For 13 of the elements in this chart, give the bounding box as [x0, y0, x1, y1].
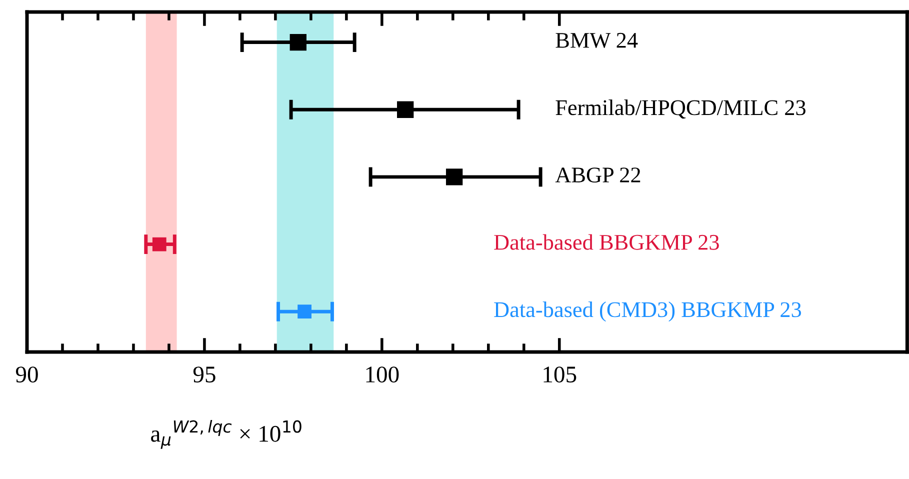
x-tick-label: 90 [16, 366, 38, 383]
x-tick-label: 95 [193, 366, 216, 383]
y-tick-label: ABGP 22 [555, 168, 640, 183]
point [397, 101, 414, 118]
y-tick-label: Data-based (CMD3) BBGKMP 23 [494, 302, 802, 322]
point [446, 168, 463, 186]
y-tick-label: BMW 24 [556, 32, 638, 48]
y-tick-label: Data-based BBGKMP 23 [494, 234, 719, 250]
x-axis-title: a$_{μ}$$^{W2,lqc}$ × 10$^{10}$ [151, 420, 302, 449]
x-tick-label: 105 [544, 366, 576, 383]
y-tick-label: Fermilab/HPQCD/MILC 23 [556, 100, 806, 119]
x-tick-label: 100 [366, 366, 399, 383]
point [290, 34, 306, 51]
